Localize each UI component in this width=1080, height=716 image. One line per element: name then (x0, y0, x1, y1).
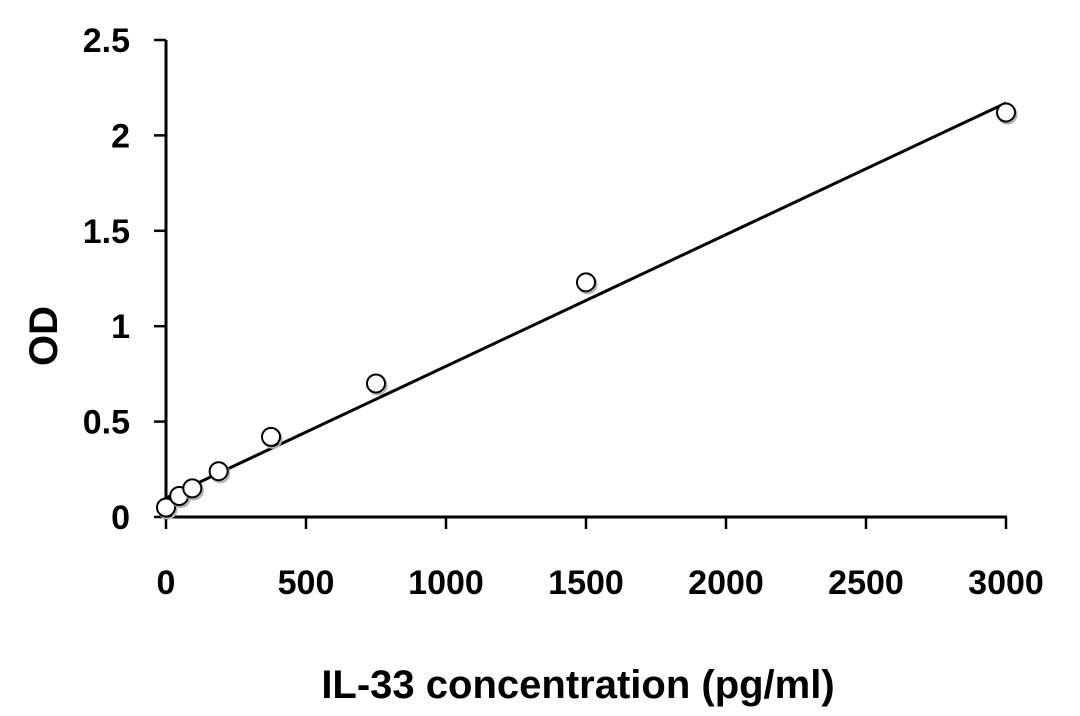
y-tick-label: 2 (111, 117, 130, 155)
x-tick-label: 2000 (688, 564, 764, 602)
y-tick-label: 0 (111, 499, 130, 537)
data-point (576, 272, 596, 293)
y-tick-label: 0.5 (83, 404, 130, 442)
data-point (208, 461, 229, 482)
x-tick-label: 0 (157, 564, 176, 602)
y-axis: 0 0.5 1 1.5 2 2.5 (83, 22, 168, 537)
x-axis: 0 500 1000 1500 2000 2500 3000 (157, 515, 1044, 602)
trend-line (165, 101, 1007, 500)
data-point (182, 478, 203, 499)
x-axis-title: IL-33 concentration (pg/ml) (321, 663, 834, 707)
data-point (996, 102, 1016, 123)
x-tick-label: 1500 (548, 564, 624, 602)
y-tick-label: 1 (111, 308, 130, 346)
x-tick-label: 3000 (968, 564, 1044, 602)
data-point (156, 497, 176, 518)
y-tick-label: 2.5 (83, 22, 130, 60)
data-point (366, 373, 386, 394)
data-point (261, 426, 281, 447)
x-tick-label: 2500 (828, 564, 904, 602)
x-tick-label: 500 (278, 564, 335, 602)
series-group (156, 101, 1018, 520)
x-tick-label: 1000 (408, 564, 484, 602)
y-tick-label: 1.5 (83, 213, 130, 251)
y-axis-title: OD (22, 306, 66, 366)
